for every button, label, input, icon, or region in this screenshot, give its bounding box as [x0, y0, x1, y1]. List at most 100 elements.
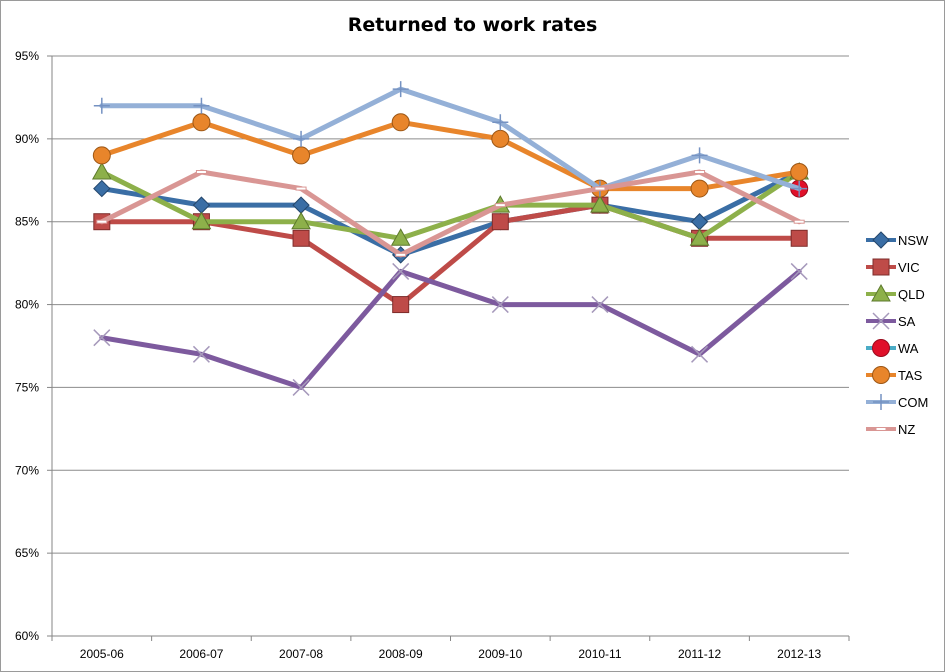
series-line-nsw [99, 169, 802, 258]
data-point-tas [790, 163, 809, 181]
data-point-tas [292, 146, 311, 165]
data-point-qld [91, 161, 112, 180]
data-point-nsw [192, 196, 211, 214]
series-sa [93, 262, 808, 396]
series-layer [91, 81, 810, 396]
data-point-tas [491, 129, 510, 148]
legend-item-qld: QLD [866, 283, 925, 302]
data-point-com [193, 97, 210, 114]
legend-item-sa: SA [866, 312, 916, 330]
legend: NSW VIC QLD SA WA TAS COM NZ [866, 231, 929, 437]
data-point-qld [390, 228, 411, 246]
legend-marker [875, 427, 887, 431]
data-point-qld [291, 211, 311, 230]
data-point-sa [691, 345, 709, 363]
legend-marker [872, 366, 890, 384]
data-point-tas [391, 113, 410, 132]
data-point-nz [694, 170, 706, 174]
legend-item-nz: NZ [866, 422, 915, 437]
x-tick-label: 2008-09 [379, 647, 423, 661]
data-point-sa [392, 262, 410, 280]
data-point-qld [191, 211, 212, 230]
data-point-sa [790, 262, 808, 280]
series-line-tas [99, 119, 802, 192]
series-line-com [99, 86, 802, 192]
data-point-sa [192, 345, 210, 363]
data-point-nsw [292, 196, 310, 214]
data-point-vic [491, 213, 509, 231]
legend-item-com: COM [866, 394, 928, 410]
data-point-com [791, 180, 808, 197]
legend-marker [871, 283, 891, 302]
data-point-nz [395, 252, 407, 257]
data-point-qld [689, 228, 710, 246]
x-tick-label: 2005-06 [80, 647, 124, 661]
data-point-nsw [93, 179, 111, 198]
y-tick-label: 65% [15, 546, 39, 560]
data-point-com [93, 97, 110, 114]
series-com [93, 81, 808, 197]
data-point-nz [494, 203, 506, 208]
x-tick-label: 2006-07 [179, 647, 223, 661]
data-point-nsw [690, 213, 709, 231]
y-tick-label: 90% [15, 132, 39, 146]
data-point-sa [591, 296, 609, 314]
data-point-vic [790, 229, 808, 247]
legend-label: QLD [898, 287, 925, 302]
data-point-sa [491, 296, 509, 314]
y-tick-label: 70% [15, 463, 39, 477]
data-point-com [392, 81, 409, 98]
data-point-vic [292, 229, 310, 247]
data-point-sa [93, 329, 111, 347]
legend-label: NZ [898, 422, 915, 437]
x-axis-ticks: 2005-06 2006-07 2007-08 2008-09 2009-10 2010-… [80, 647, 822, 661]
chart-title: Returned to work rates [347, 14, 598, 36]
y-tick-label: 80% [15, 298, 39, 312]
x-tick-label: 2011-12 [678, 647, 721, 661]
legend-marker [872, 312, 890, 330]
data-point-nz [195, 170, 207, 174]
y-tick-label: 60% [15, 629, 39, 643]
data-point-nz [96, 219, 108, 224]
series-tas [92, 113, 809, 198]
series-line-nz [99, 169, 802, 258]
series-nz [96, 169, 805, 258]
legend-label: VIC [898, 260, 920, 275]
data-point-tas [690, 179, 709, 198]
legend-marker [872, 231, 890, 249]
data-point-tas [192, 113, 211, 132]
legend-label: COM [898, 395, 928, 410]
legend-marker [872, 339, 890, 357]
data-point-nz [793, 219, 805, 224]
series-line-sa [99, 268, 802, 390]
legend-label: SA [898, 314, 916, 329]
series-line-qld [99, 169, 802, 241]
legend-label: NSW [898, 233, 929, 248]
y-tick-label: 85% [15, 215, 39, 229]
legend-marker [873, 394, 889, 410]
data-point-com [691, 147, 708, 164]
x-tick-label: 2009-10 [478, 647, 522, 661]
legend-item-wa: WA [866, 339, 919, 357]
data-point-com [492, 114, 509, 131]
x-tick-label: 2012-13 [777, 647, 821, 661]
data-point-sa [292, 378, 310, 396]
data-point-tas [92, 146, 111, 165]
x-tick-label: 2007-08 [279, 647, 323, 661]
data-point-qld [590, 195, 610, 213]
data-point-nz [594, 186, 606, 191]
y-axis-ticks: 60% 65% 70% 75% 80% 85% 90% 95% [15, 49, 39, 643]
x-tick-label: 2010-11 [578, 647, 621, 661]
legend-item-tas: TAS [866, 366, 923, 384]
legend-label: TAS [898, 368, 923, 383]
legend-marker [872, 258, 890, 276]
y-tick-label: 75% [15, 380, 39, 394]
data-point-vic [392, 296, 410, 314]
data-point-com [293, 130, 310, 147]
legend-item-vic: VIC [866, 258, 920, 276]
legend-item-nsw: NSW [866, 231, 929, 249]
data-point-nz [295, 186, 307, 191]
legend-label: WA [898, 341, 919, 356]
y-tick-label: 95% [15, 49, 39, 63]
